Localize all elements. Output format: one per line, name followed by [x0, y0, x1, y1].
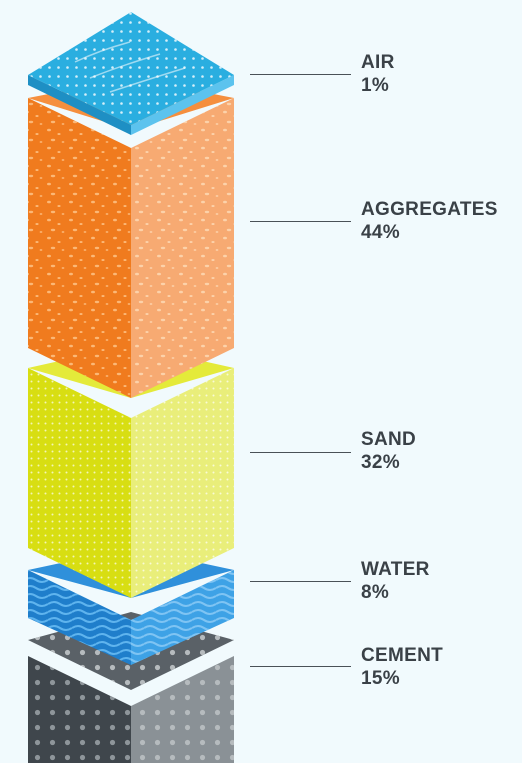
- sand-label: SAND 32%: [361, 428, 416, 474]
- air-leader-line: [250, 74, 351, 75]
- water-value: 8%: [361, 582, 390, 603]
- cement-name: CEMENT: [361, 645, 444, 666]
- air-slab: [28, 12, 234, 135]
- cement-leader-line: [250, 666, 351, 667]
- aggregates-label: AGGREGATES 44%: [361, 198, 498, 244]
- cement-value: 15%: [361, 668, 400, 689]
- sand-block: [28, 345, 234, 598]
- aggregates-value: 44%: [361, 222, 400, 243]
- air-value: 1%: [361, 75, 390, 96]
- aggregates-block: [28, 78, 234, 398]
- air-name: AIR: [361, 52, 395, 73]
- aggregates-leader-line: [250, 221, 351, 222]
- water-label: WATER 8%: [361, 558, 430, 604]
- sand-name: SAND: [361, 429, 417, 450]
- cement-label: CEMENT 15%: [361, 644, 443, 690]
- air-label: AIR 1%: [361, 51, 395, 97]
- sand-value: 32%: [361, 452, 400, 473]
- water-leader-line: [250, 581, 351, 582]
- water-name: WATER: [361, 559, 430, 580]
- aggregates-name: AGGREGATES: [361, 199, 498, 220]
- concrete-composition-stack: [28, 12, 234, 763]
- sand-leader-line: [250, 452, 351, 453]
